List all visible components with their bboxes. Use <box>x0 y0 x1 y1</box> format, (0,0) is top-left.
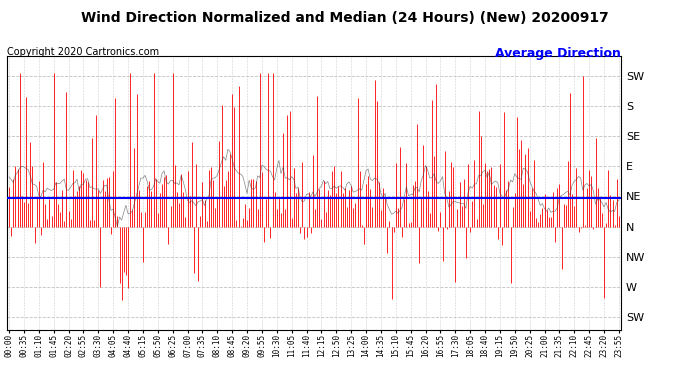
Text: Wind Direction Normalized and Median (24 Hours) (New) 20200917: Wind Direction Normalized and Median (24… <box>81 11 609 25</box>
Text: Average Direction: Average Direction <box>495 47 621 60</box>
Text: Copyright 2020 Cartronics.com: Copyright 2020 Cartronics.com <box>7 47 159 57</box>
